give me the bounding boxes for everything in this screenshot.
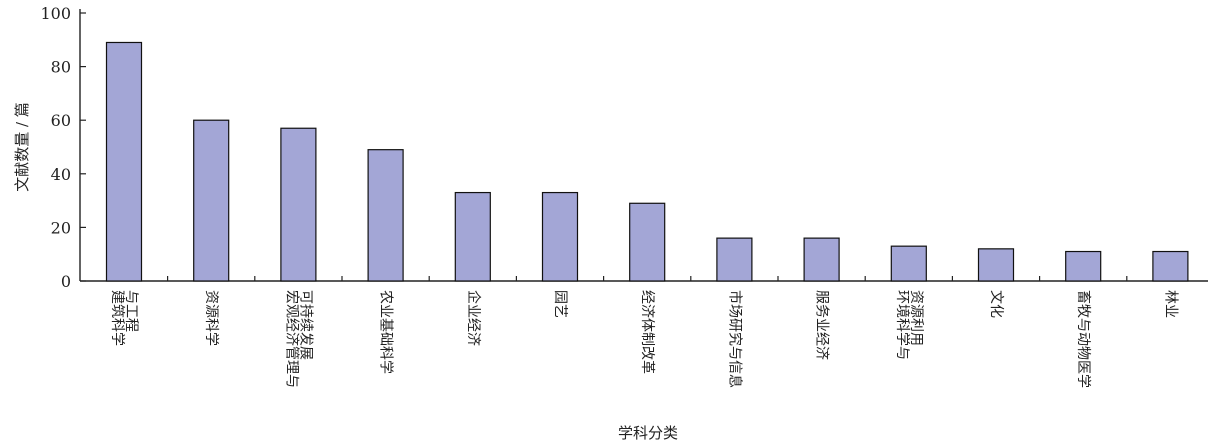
y-tick-label: 80: [51, 58, 71, 77]
x-category-label-line: 服务业经济: [814, 290, 830, 360]
x-category-label: 林业: [1162, 290, 1178, 318]
bar-4: [367, 149, 404, 282]
bar-11: [977, 248, 1015, 282]
bar-10: [890, 245, 927, 282]
x-category-label-line: 经济体制改革: [639, 290, 655, 374]
y-tick-label: 40: [51, 165, 71, 184]
x-category-label-line: 林业: [1162, 290, 1178, 318]
bar-1: [105, 41, 143, 282]
x-category-label-line: 环境科学与: [894, 290, 910, 360]
x-category-label-line: 农业基础科学: [378, 290, 395, 374]
x-category-label-line: 可持续发展: [297, 290, 314, 360]
x-category-label: 畜牧与动物医学: [1075, 290, 1091, 388]
x-category-label: 资源科学: [203, 290, 219, 346]
bar-7: [629, 202, 666, 282]
bar-2: [193, 119, 230, 282]
x-category-label-line: 文化: [988, 290, 1004, 318]
x-category-label: 服务业经济: [814, 290, 830, 360]
x-category-label-line: 宏观经济管理与: [283, 290, 299, 388]
y-tick-label: 0: [61, 272, 71, 291]
x-category-label-line: 建筑科学: [109, 290, 125, 346]
y-axis-title: 文献数量 / 篇: [13, 102, 31, 192]
x-category-label-line: 市场研究与信息: [726, 290, 743, 388]
x-category-label-line: 企业经济: [465, 290, 482, 346]
bar-12: [1065, 250, 1102, 282]
x-category-label: 园艺: [552, 290, 568, 318]
bar-3: [280, 127, 317, 282]
x-category-label-line: 园艺: [552, 290, 568, 318]
bar-13: [1152, 250, 1189, 282]
y-tick-label: 60: [51, 111, 71, 130]
bar-8: [716, 237, 753, 282]
bar-9: [803, 237, 840, 282]
x-category-label: 农业基础科学: [378, 290, 395, 374]
x-axis-title: 学科分类: [618, 424, 678, 442]
x-category-label-line: 畜牧与动物医学: [1075, 290, 1091, 388]
y-tick-label: 20: [51, 218, 71, 237]
x-category-label: 文化: [988, 290, 1004, 318]
x-category-label-line: 资源科学: [203, 290, 219, 346]
y-tick-label: 100: [40, 4, 71, 23]
x-category-label: 企业经济: [465, 290, 482, 346]
x-category-label-line: 与工程: [123, 290, 139, 332]
bar-6: [541, 191, 579, 282]
bar-5: [454, 191, 491, 282]
y-axis-title-text: 文献数量 / 篇: [13, 102, 31, 192]
x-category-label-line: 资源利用: [908, 290, 924, 346]
x-category-label: 经济体制改革: [639, 290, 655, 374]
x-category-label: 市场研究与信息: [726, 290, 743, 388]
